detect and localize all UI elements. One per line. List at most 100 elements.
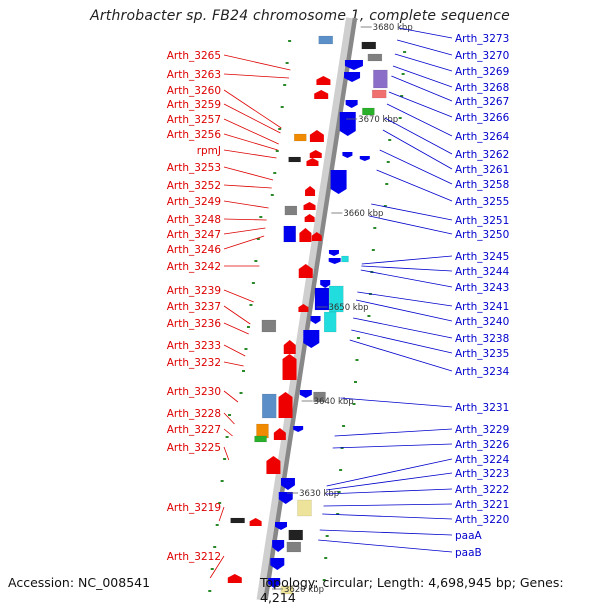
track-tick	[246, 326, 250, 328]
gene-label: Arth_3241	[455, 301, 509, 313]
track-tick	[336, 513, 340, 515]
gene-arrow-forward	[299, 228, 312, 242]
leader-line	[386, 103, 453, 137]
track-tick	[322, 579, 326, 581]
gene-label: Arth_3228	[167, 408, 221, 420]
gene-label: rpmJ	[197, 145, 221, 157]
gene-arrow-reverse	[278, 492, 293, 504]
leader-line	[223, 149, 277, 159]
track-tick	[218, 502, 222, 504]
gene-feature	[283, 225, 296, 243]
leader-line	[318, 539, 453, 553]
gene-label: Arth_3230	[167, 386, 221, 398]
leader-line	[361, 255, 453, 265]
track-tick	[208, 590, 212, 592]
gene-label: Arth_3261	[455, 164, 509, 176]
scale-label: 3650 kbp	[328, 303, 368, 313]
leader-line	[371, 203, 453, 221]
scale-label: 3620 kbp	[284, 585, 324, 595]
gene-feature	[367, 53, 383, 62]
gene-arrow-forward	[273, 428, 286, 440]
gene-arrow-reverse	[328, 258, 341, 264]
track-tick	[215, 524, 219, 526]
gene-feature	[297, 499, 312, 517]
leader-line	[223, 322, 249, 335]
gene-arrow-reverse	[328, 250, 339, 256]
track-tick	[355, 359, 359, 361]
gene-label: Arth_3264	[455, 131, 510, 143]
gene-arrow-reverse	[345, 100, 358, 108]
leader-line	[394, 53, 453, 72]
gene-feature	[313, 391, 326, 403]
gene-arrow-reverse	[293, 426, 304, 432]
gene-arrow-forward	[309, 130, 324, 142]
gene-feature	[254, 435, 267, 443]
gene-feature	[261, 319, 277, 333]
gene-arrow-forward	[298, 304, 309, 312]
leader-line	[351, 329, 453, 354]
gene-arrow-forward	[314, 90, 329, 99]
gene-feature	[294, 133, 307, 142]
leader-line	[223, 118, 279, 145]
leader-line	[323, 503, 453, 507]
gene-label: Arth_3244	[455, 266, 510, 278]
leader-line	[322, 513, 453, 520]
track-tick	[223, 458, 227, 460]
leader-line	[334, 428, 453, 437]
track-tick	[386, 161, 390, 163]
gene-label: Arth_3223	[455, 468, 509, 480]
gene-arrow-reverse	[359, 156, 370, 161]
gene-label: Arth_3227	[167, 424, 221, 436]
leader-line	[319, 529, 453, 536]
leader-line	[379, 149, 453, 185]
track-tick	[220, 480, 224, 482]
track-tick	[249, 304, 253, 306]
gene-label: Arth_3246	[167, 244, 222, 256]
gene-label: Arth_3269	[455, 66, 509, 78]
gene-arrow-reverse	[303, 330, 320, 348]
track-tick	[352, 403, 356, 405]
track-tick	[283, 84, 287, 86]
gene-feature	[361, 41, 377, 50]
track-tick	[270, 194, 274, 196]
track-tick	[225, 436, 229, 438]
track-tick	[278, 128, 282, 130]
gene-arrow-forward	[303, 202, 316, 210]
gene-label: Arth_3252	[167, 180, 221, 192]
gene-arrow-forward	[304, 214, 315, 222]
leader-line	[223, 200, 269, 209]
leader-line	[223, 166, 274, 181]
gene-label: Arth_3221	[455, 499, 509, 511]
gene-arrow-forward	[266, 456, 281, 474]
scale-label: 3640 kbp	[314, 397, 354, 407]
gene-label: Arth_3229	[455, 424, 509, 436]
gene-label: Arth_3235	[455, 348, 509, 360]
track-tick	[339, 469, 343, 471]
gene-label: Arth_3259	[167, 99, 221, 111]
scale-label: 3670 kbp	[358, 115, 398, 125]
track-tick	[239, 392, 243, 394]
gene-arrow-forward	[282, 354, 297, 380]
gene-label: Arth_3240	[455, 316, 509, 328]
gene-label: Arth_3237	[167, 301, 221, 313]
gene-arrow-reverse	[310, 316, 321, 324]
gene-arrow-reverse	[342, 152, 353, 158]
leader-line	[325, 472, 453, 491]
gene-label: Arth_3231	[455, 402, 509, 414]
gene-arrow-forward	[298, 264, 313, 278]
leader-line	[332, 443, 453, 449]
gene-feature	[230, 517, 245, 524]
scale-label: 3680 kbp	[373, 23, 413, 33]
gene-arrow-reverse	[344, 72, 361, 82]
gene-label: Arth_3224	[455, 454, 510, 466]
track-tick	[210, 568, 214, 570]
gene-feature	[288, 156, 301, 163]
track-tick	[383, 205, 387, 207]
leader-line	[223, 227, 266, 235]
gene-label: Arth_3267	[455, 96, 509, 108]
gene-feature	[341, 255, 349, 263]
leader-line	[223, 289, 254, 303]
track-tick	[228, 414, 232, 416]
leader-line	[349, 339, 453, 372]
